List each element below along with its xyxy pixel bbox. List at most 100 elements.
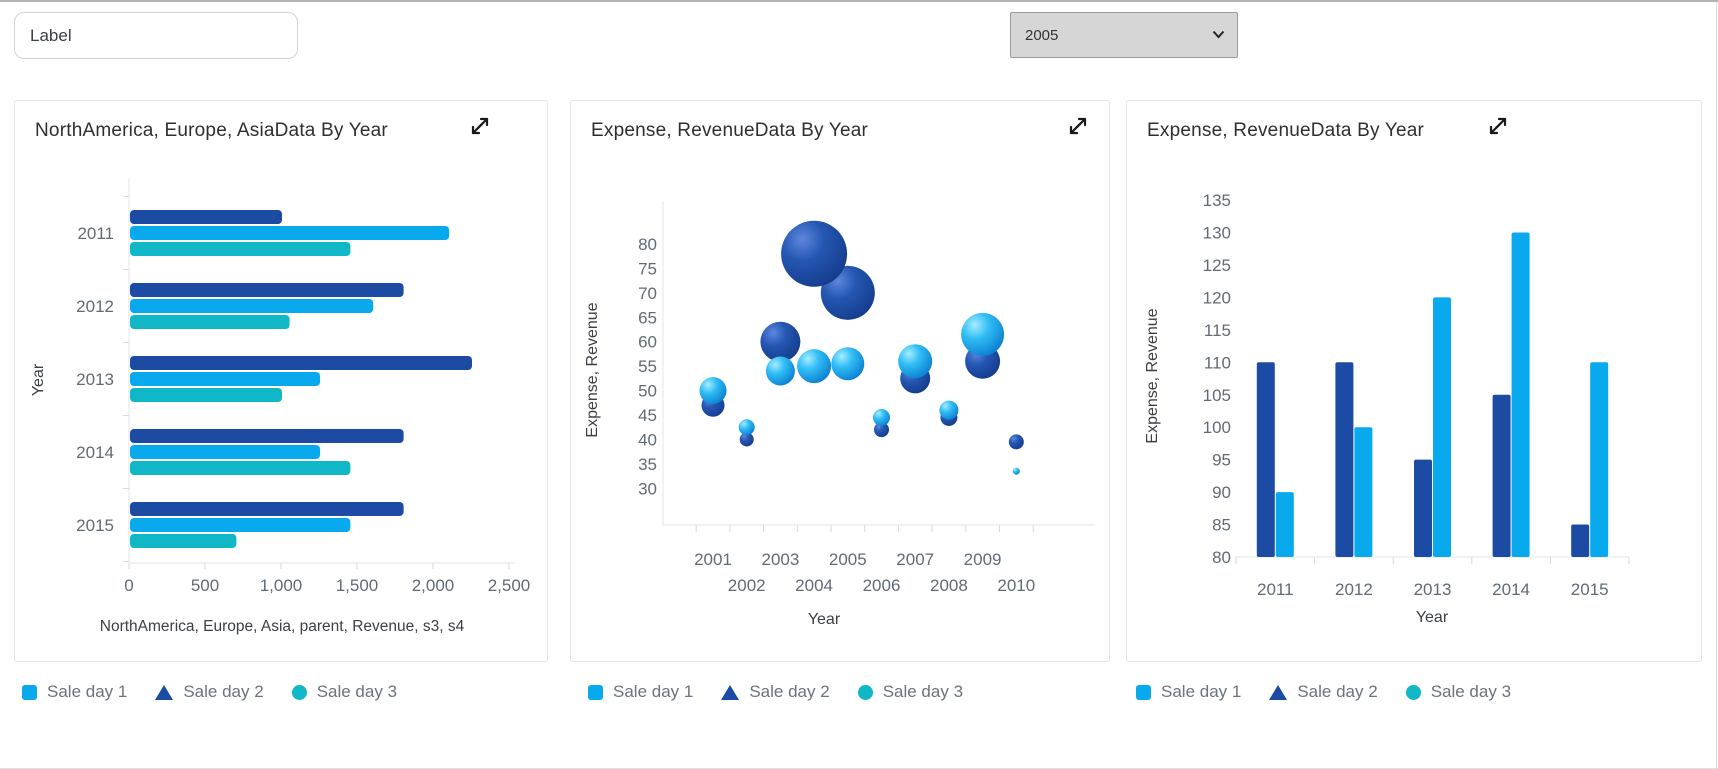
- svg-text:1,500: 1,500: [336, 576, 379, 595]
- legend-item-label: Sale day 3: [316, 682, 398, 701]
- svg-text:55: 55: [638, 357, 657, 376]
- svg-text:2,500: 2,500: [488, 576, 531, 595]
- svg-text:90: 90: [1212, 483, 1231, 502]
- svg-text:135: 135: [1203, 191, 1231, 210]
- square-icon: [22, 684, 37, 700]
- svg-text:2002: 2002: [728, 576, 766, 595]
- svg-text:2011: 2011: [1257, 580, 1294, 599]
- legend-item-label: Sale day 1: [1161, 682, 1242, 701]
- svg-text:30: 30: [638, 479, 657, 498]
- legend: Sale day 1 Sale day 2 Sale day 3: [1136, 678, 1511, 706]
- svg-text:80: 80: [1212, 548, 1231, 567]
- square-icon: [1136, 684, 1151, 700]
- svg-text:2013: 2013: [76, 370, 114, 389]
- legend-item-label: Sale day 3: [1430, 682, 1512, 701]
- svg-text:2006: 2006: [863, 576, 901, 595]
- expand-icon[interactable]: [1485, 114, 1511, 140]
- triangle-icon: [721, 684, 740, 700]
- chart-title: Expense, RevenueData By Year: [1147, 120, 1425, 141]
- svg-text:120: 120: [1203, 288, 1231, 307]
- svg-text:500: 500: [191, 576, 219, 595]
- svg-text:110: 110: [1204, 353, 1231, 372]
- svg-text:2015: 2015: [1571, 580, 1609, 599]
- svg-text:95: 95: [1212, 451, 1231, 470]
- expand-arrows-icon: [1069, 117, 1087, 135]
- horizontal-bar-chart: 0 500 1,000 1,500 2,000 2,500 2011 2012 2013 2014…: [30, 179, 531, 635]
- svg-text:2009: 2009: [964, 550, 1002, 569]
- legend-item-label: Sale day 1: [47, 682, 128, 701]
- svg-text:Expense, Revenue: Expense, Revenue: [584, 302, 601, 437]
- svg-text:2004: 2004: [795, 576, 833, 595]
- legend-item-label: Sale day 2: [1297, 682, 1378, 701]
- bubble-chart: 80 75 70 65 60 55 50 45 40 35 30 2001 2002 2003 2004 20…: [584, 201, 1095, 628]
- svg-text:75: 75: [638, 259, 657, 278]
- legend-item-sale-day-3[interactable]: Sale day 3: [291, 682, 398, 702]
- svg-text:1,000: 1,000: [260, 576, 303, 595]
- svg-text:2014: 2014: [76, 443, 114, 462]
- svg-text:2001: 2001: [694, 550, 732, 569]
- legend-item-label: Sale day 2: [749, 682, 830, 701]
- legend-item-sale-day-1[interactable]: Sale day 1: [22, 682, 127, 702]
- legend-item-label: Sale day 3: [882, 682, 964, 701]
- svg-text:2012: 2012: [1335, 580, 1373, 599]
- svg-text:80: 80: [638, 235, 657, 254]
- chart-card-horizontal-bar: NorthAmerica, Europe, AsiaData By Year 0…: [14, 100, 548, 662]
- svg-text:0: 0: [124, 576, 133, 595]
- legend-item-sale-day-3[interactable]: Sale day 3: [857, 682, 964, 702]
- page-edge-divider: [1716, 2, 1717, 768]
- legend-item-sale-day-1[interactable]: Sale day 1: [588, 682, 693, 702]
- legend-item-label: Sale day 2: [183, 682, 264, 701]
- circle-icon: [857, 684, 873, 700]
- svg-text:40: 40: [638, 430, 657, 449]
- svg-text:50: 50: [638, 382, 657, 401]
- expand-arrows-icon: [1489, 117, 1507, 135]
- svg-text:115: 115: [1204, 321, 1231, 340]
- chart-card-vertical-bar: Expense, RevenueData By Year 80 85 90 95 100…: [1126, 100, 1702, 662]
- triangle-icon: [1269, 684, 1288, 700]
- svg-text:2015: 2015: [76, 516, 114, 535]
- expand-icon[interactable]: [1065, 114, 1091, 140]
- svg-text:2007: 2007: [896, 550, 934, 569]
- svg-text:60: 60: [638, 333, 657, 352]
- svg-text:2013: 2013: [1414, 580, 1452, 599]
- svg-text:Expense, Revenue: Expense, Revenue: [1144, 308, 1161, 443]
- svg-text:35: 35: [638, 455, 657, 474]
- legend-item-sale-day-1[interactable]: Sale day 1: [1136, 682, 1241, 702]
- svg-text:2,000: 2,000: [412, 576, 455, 595]
- chart-title: NorthAmerica, Europe, AsiaData By Year: [35, 120, 388, 141]
- svg-text:45: 45: [638, 406, 657, 425]
- legend-item-sale-day-3[interactable]: Sale day 3: [1405, 682, 1512, 702]
- svg-text:85: 85: [1212, 516, 1231, 535]
- legend-item-label: Sale day 1: [613, 682, 694, 701]
- square-icon: [588, 684, 603, 700]
- svg-text:130: 130: [1203, 224, 1231, 243]
- legend: Sale day 1 Sale day 2 Sale day 3: [588, 678, 963, 706]
- expand-arrows-icon: [471, 117, 489, 135]
- legend-item-sale-day-2[interactable]: Sale day 2: [155, 682, 264, 702]
- svg-text:105: 105: [1203, 386, 1231, 405]
- legend-item-sale-day-2[interactable]: Sale day 2: [721, 682, 830, 702]
- label-input[interactable]: [14, 12, 298, 59]
- svg-text:NorthAmerica, Europe, Asia, pa: NorthAmerica, Europe, Asia, parent, Reve…: [100, 618, 465, 635]
- svg-text:Year: Year: [30, 363, 47, 396]
- triangle-icon: [155, 684, 174, 700]
- svg-text:2011: 2011: [77, 224, 114, 243]
- svg-text:125: 125: [1203, 256, 1231, 275]
- year-select[interactable]: 2005: [1010, 12, 1238, 58]
- svg-text:Year: Year: [808, 611, 841, 628]
- chart-title: Expense, RevenueData By Year: [591, 120, 869, 141]
- legend-item-sale-day-2[interactable]: Sale day 2: [1269, 682, 1378, 702]
- vertical-bar-chart: 80 85 90 95 100 105 110 115 120 125 130 135 2011 2012…: [1144, 191, 1630, 626]
- legend: Sale day 1 Sale day 2 Sale day 3: [22, 678, 397, 706]
- chart-card-bubble: Expense, RevenueData By Year 80 75 70 65 60 5…: [570, 100, 1110, 662]
- circle-icon: [291, 684, 307, 700]
- svg-text:2014: 2014: [1492, 580, 1530, 599]
- svg-text:Year: Year: [1416, 609, 1449, 626]
- year-select-wrap: 2005: [1010, 12, 1238, 58]
- expand-icon[interactable]: [467, 114, 493, 140]
- svg-text:65: 65: [638, 308, 657, 327]
- svg-text:2003: 2003: [761, 550, 799, 569]
- svg-text:70: 70: [638, 284, 657, 303]
- svg-text:2010: 2010: [997, 576, 1035, 595]
